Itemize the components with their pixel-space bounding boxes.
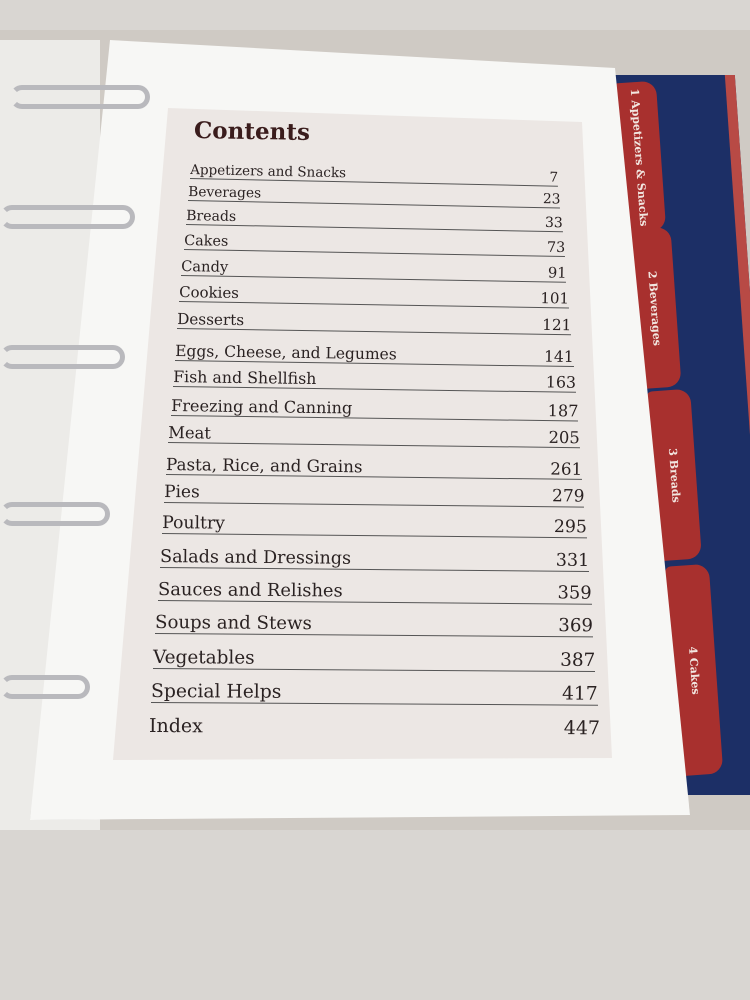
entry-label: Breads: [185, 207, 236, 225]
contents-entry: Index 447: [149, 712, 600, 739]
entry-label: Meat: [168, 422, 212, 443]
entry-page-number: 163: [545, 372, 576, 392]
entry-label: Fish and Shellfish: [172, 366, 317, 389]
entry-label: Freezing and Canning: [170, 395, 352, 418]
entry-label: Soups and Stews: [155, 611, 313, 635]
entry-label: Vegetables: [153, 646, 256, 669]
entry-page-number: 33: [544, 214, 563, 232]
entry-label: Pies: [164, 481, 200, 503]
binder-ring: [0, 675, 90, 699]
entry-page-number: 279: [552, 486, 585, 507]
entry-page-number: 101: [540, 289, 570, 308]
binder-ring: [0, 502, 110, 526]
contents-entry: Vegetables 387: [153, 644, 596, 673]
entry-label: Beverages: [187, 183, 262, 202]
contents-entry: Soups and Stews 369: [155, 609, 594, 638]
entry-page-number: 417: [562, 683, 598, 705]
entry-page-number: 73: [546, 239, 565, 257]
entry-label: Poultry: [161, 512, 225, 534]
entry-page-number: 447: [563, 717, 601, 740]
entry-page-number: 23: [542, 191, 561, 208]
entry-page-number: 141: [543, 347, 574, 367]
entry-page-number: 121: [542, 315, 572, 335]
entry-label: Eggs, Cheese, and Legumes: [174, 341, 397, 364]
tab-label: 3 Breads: [665, 447, 683, 503]
entry-label: Special Helps: [151, 680, 282, 703]
contents-entry: Sauces and Relishes 359: [157, 576, 592, 605]
entry-page-number: 261: [550, 459, 583, 479]
entry-label: Appetizers and Snacks: [190, 161, 347, 182]
entry-label: Candy: [181, 257, 229, 276]
entry-label: Desserts: [177, 309, 245, 330]
entry-page-number: 369: [558, 615, 594, 637]
entry-page-number: 331: [555, 550, 590, 572]
binder-ring: [0, 205, 135, 229]
entry-label: Index: [149, 714, 203, 738]
entry-label: Sauces and Relishes: [157, 578, 343, 602]
contents-entry: Poultry 295: [161, 510, 587, 539]
contents-entry: Pies 279: [164, 479, 585, 508]
contents-entry: Special Helps 417: [151, 677, 598, 706]
entry-page-number: 205: [548, 427, 581, 448]
entry-page-number: 359: [557, 582, 592, 604]
page-title: Contents: [193, 116, 311, 147]
tab-label: 2 Beverages: [644, 270, 664, 346]
entry-page-number: 295: [553, 516, 587, 538]
tab-label: 1 Appetizers & Snacks: [627, 87, 651, 227]
entry-label: Pasta, Rice, and Grains: [166, 454, 363, 477]
binder-ring: [0, 345, 125, 369]
entry-page-number: 91: [548, 264, 568, 282]
contents-entry: Salads and Dressings 331: [159, 544, 590, 573]
binder-ring: [10, 85, 150, 109]
contents-entry: Meat 205: [168, 420, 581, 449]
entry-label: Cookies: [179, 282, 240, 302]
entry-page-number: 187: [547, 401, 579, 421]
tab-label: 4 Cakes: [685, 645, 703, 695]
entry-page-number: 7: [549, 169, 559, 186]
entry-label: Salads and Dressings: [159, 546, 351, 569]
entry-label: Cakes: [183, 232, 228, 250]
entry-page-number: 387: [560, 649, 596, 672]
